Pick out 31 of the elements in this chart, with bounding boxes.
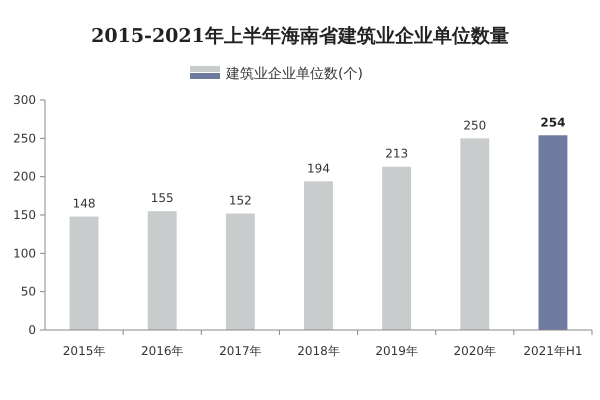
x-tick-label: 2018年	[297, 344, 340, 358]
y-tick-label: 0	[28, 323, 36, 337]
x-tick-label: 2021年H1	[523, 344, 583, 358]
y-tick-label: 300	[13, 93, 36, 107]
data-label: 152	[228, 193, 252, 208]
bar	[226, 213, 255, 330]
bar	[382, 166, 412, 330]
data-label: 194	[307, 161, 330, 176]
x-tick-label: 2019年	[375, 344, 418, 358]
y-tick-label: 50	[20, 284, 36, 299]
y-tick-label: 100	[13, 246, 36, 260]
x-tick-label: 2016年	[140, 344, 184, 358]
x-tick-label: 2017年	[219, 344, 262, 358]
data-label: 250	[463, 118, 486, 132]
bar	[460, 138, 490, 330]
x-tick-label: 2020年	[454, 344, 496, 358]
chart-title: 2015-2021年上半年海南省建筑业企业单位数量	[91, 25, 509, 47]
x-tick-label: 2015年	[62, 344, 106, 358]
data-label: 213	[385, 146, 408, 161]
y-tick-label: 200	[13, 170, 36, 184]
data-label: 148	[72, 196, 96, 211]
legend: 建筑业企业单位数(个)	[190, 66, 363, 82]
bar	[70, 216, 99, 330]
bar	[304, 181, 333, 330]
bar	[538, 135, 568, 330]
y-tick-label: 150	[13, 208, 36, 222]
data-label: 155	[150, 191, 174, 206]
legend-label: 建筑业企业单位数(个)	[225, 66, 363, 82]
data-label: 254	[540, 115, 566, 130]
y-tick-label: 250	[13, 131, 36, 146]
bar	[148, 211, 177, 330]
